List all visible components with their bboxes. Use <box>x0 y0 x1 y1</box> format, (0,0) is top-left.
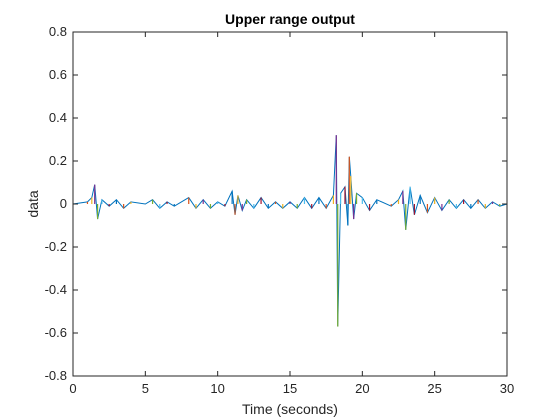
x-tick-label: 30 <box>500 381 514 396</box>
x-tick-label: 20 <box>355 381 369 396</box>
chart-title: Upper range output <box>225 11 355 27</box>
y-tick-label: 0.2 <box>49 153 67 168</box>
x-axis: 0 5 10 15 20 25 30 <box>69 32 514 396</box>
signal-traces <box>72 135 508 327</box>
x-tick-label: 0 <box>69 381 76 396</box>
x-tick-label: 10 <box>210 381 224 396</box>
y-tick-label: -0.4 <box>45 282 67 297</box>
y-tick-label: -0.2 <box>45 239 67 254</box>
y-axis: -0.8 -0.6 -0.4 -0.2 0 0.2 0.4 0.6 0.8 <box>45 24 507 383</box>
y-tick-label: 0.4 <box>49 110 67 125</box>
y-axis-label: data <box>25 190 41 217</box>
x-tick-label: 15 <box>283 381 297 396</box>
y-tick-label: -0.6 <box>45 325 67 340</box>
y-tick-label: -0.8 <box>45 368 67 383</box>
x-axis-label: Time (seconds) <box>242 401 338 417</box>
x-tick-label: 5 <box>142 381 149 396</box>
y-tick-label: 0.8 <box>49 24 67 39</box>
x-tick-label: 25 <box>427 381 441 396</box>
y-tick-label: 0 <box>60 196 67 211</box>
y-tick-label: 0.6 <box>49 67 67 82</box>
